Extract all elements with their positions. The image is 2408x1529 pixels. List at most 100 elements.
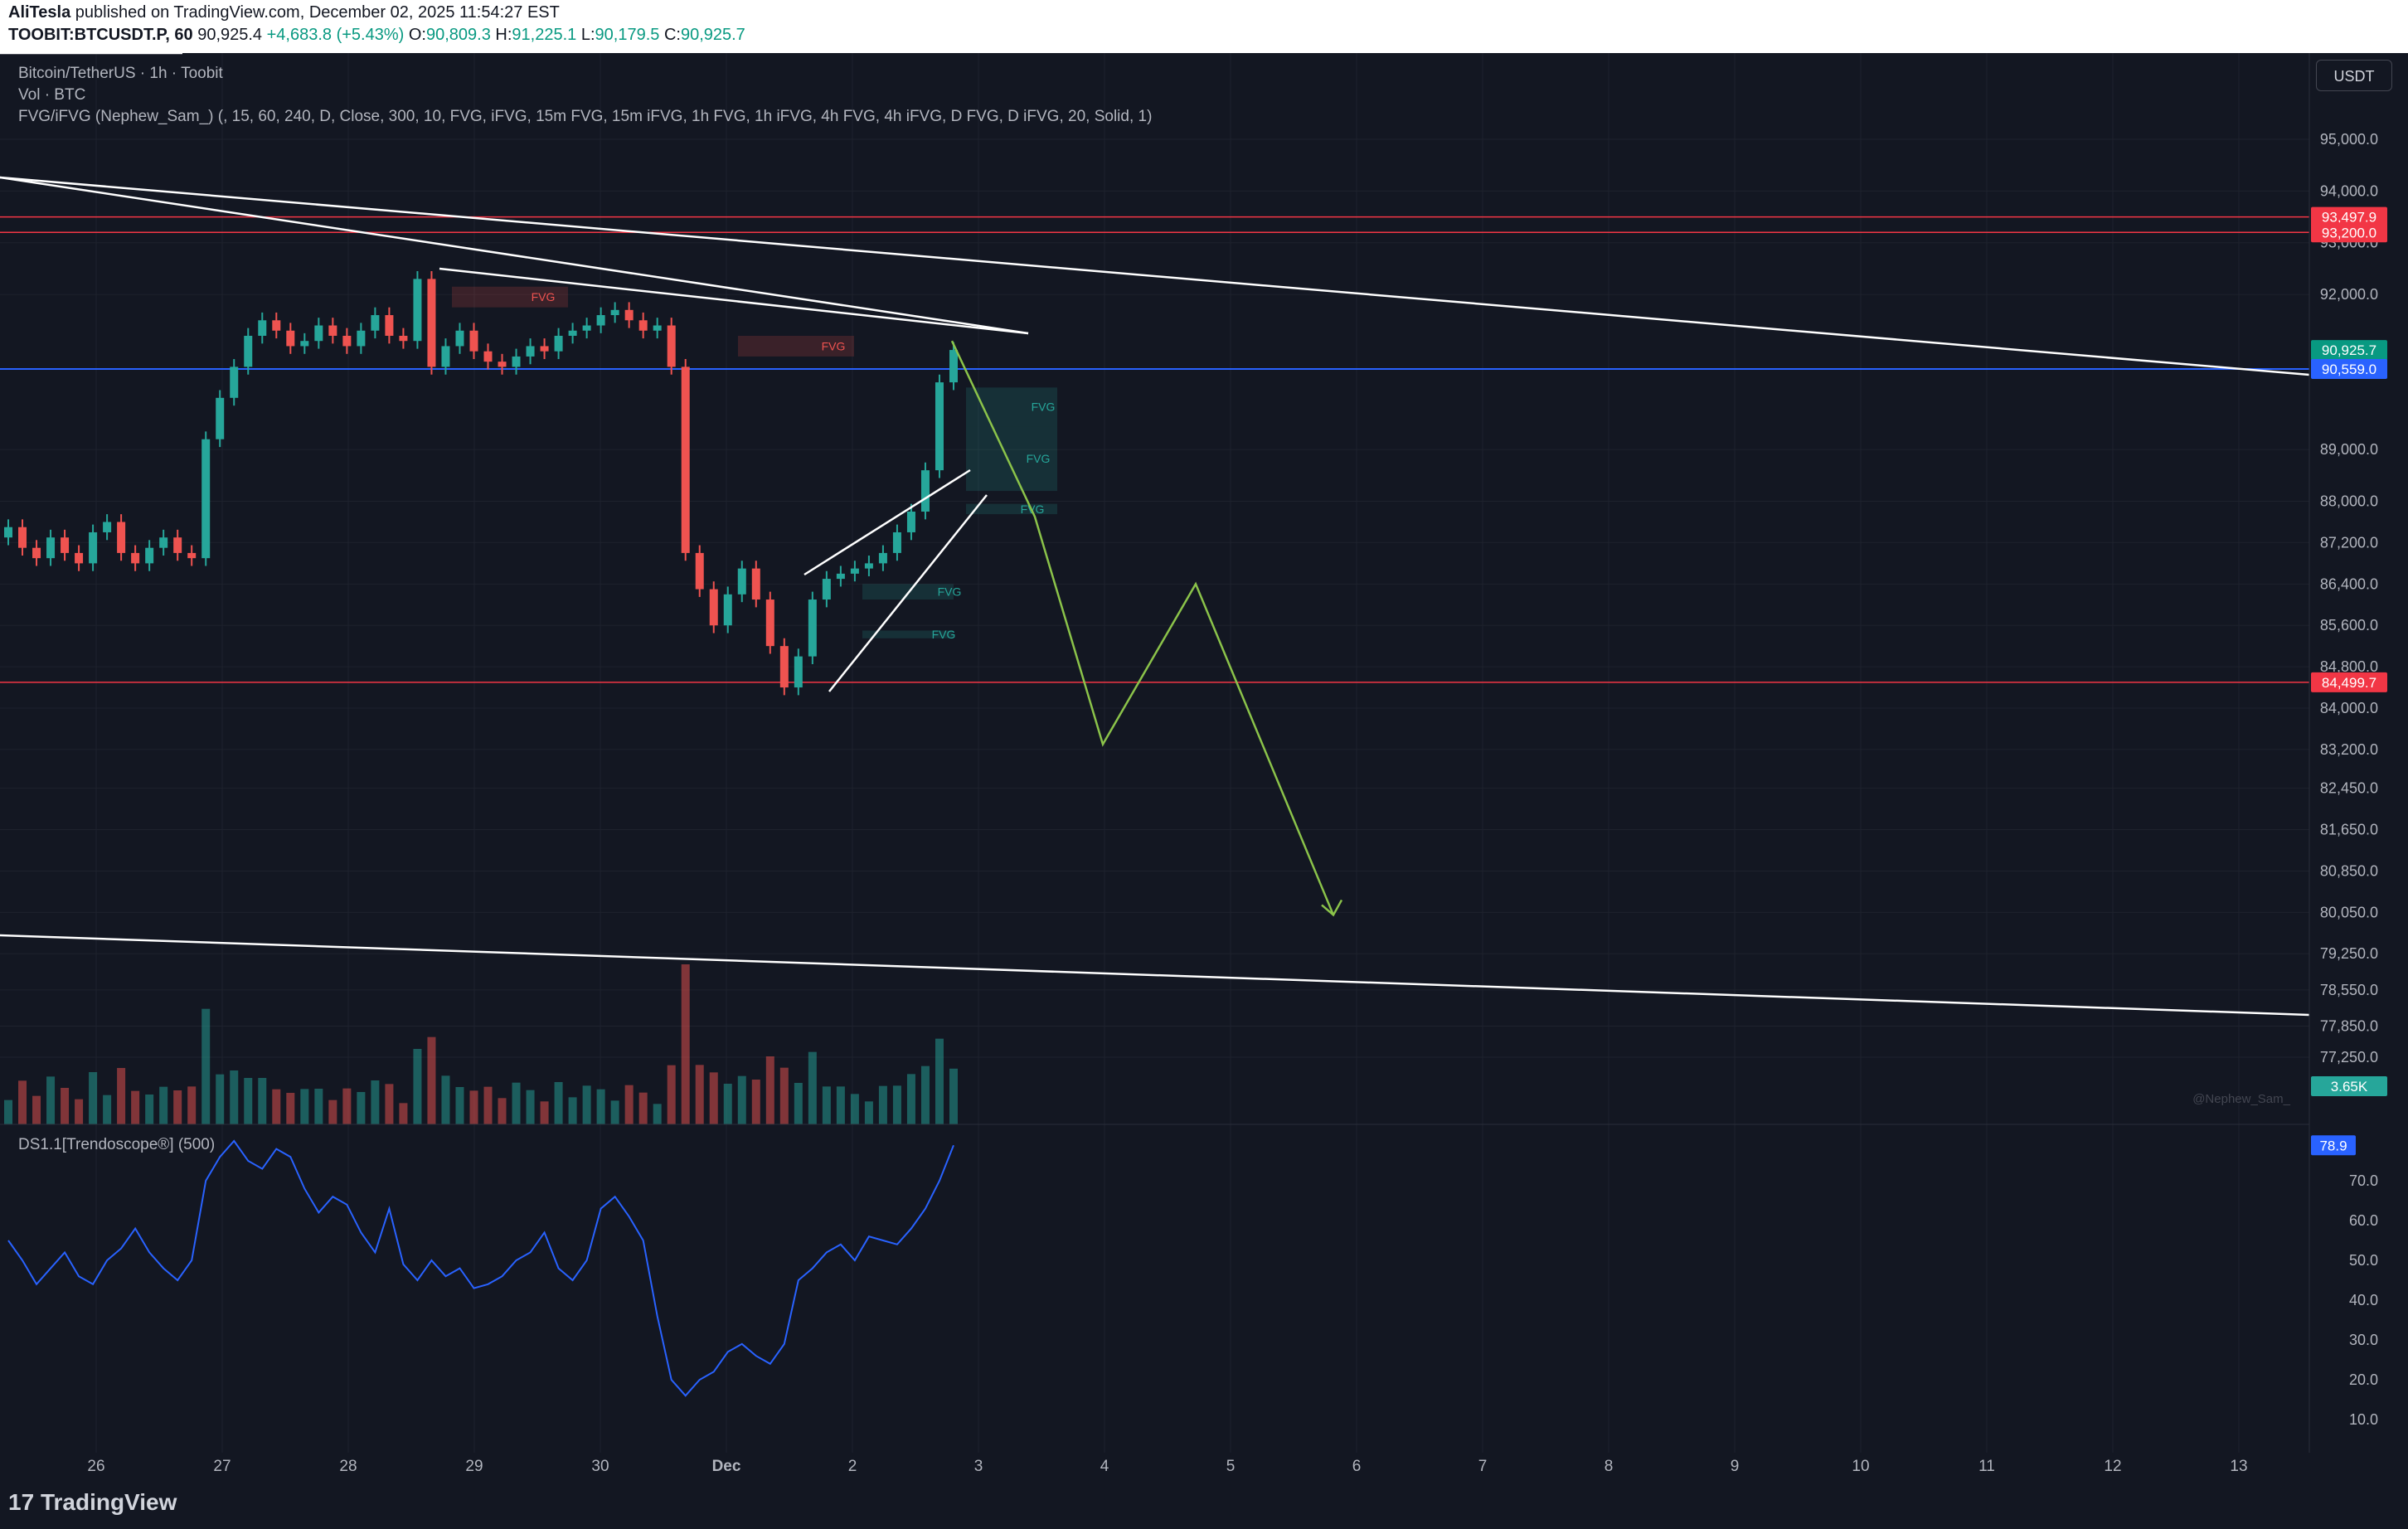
candle-body [498,362,507,367]
volume-bar [779,1067,789,1124]
chart-area[interactable]: FVG FVG FVG FVG FVG FVG FVG 26 27 28 29 30 Dec 2 3 4 5 6… [0,51,2408,1476]
candle-body [159,537,168,548]
volume-bar [103,1095,112,1124]
price-label-box [2311,1076,2387,1096]
oscillator-legend[interactable]: DS1.1[Trendoscope®] (500) [18,1136,216,1153]
candle-body [949,350,958,383]
candle-body [173,537,182,553]
oscillator-tick-label: 10.0 [2349,1411,2378,1428]
volume-bar [75,1099,84,1124]
author-name[interactable]: AliTesla [8,3,71,22]
candle-body [117,522,126,553]
fvg-indicator-legend[interactable]: FVG/iFVG (Nephew_Sam_) (, 15, 60, 240, D… [18,108,1153,125]
fvg-label: FVG [1032,400,1056,414]
trendline [439,267,1029,335]
volume-bar [878,1085,887,1124]
x-tick-label: 27 [213,1458,231,1475]
candle-body [709,589,718,626]
price-chart[interactable]: FVG FVG FVG FVG FVG FVG FVG 26 27 28 29 30 Dec 2 3 4 5 6… [0,51,2408,1476]
brand-name: TradingView [40,1489,177,1515]
candle-body [258,320,267,336]
price-label: 90,925.7 [2322,342,2376,358]
volume-legend[interactable]: Vol · BTC [18,86,86,104]
trendlines [0,51,2310,1017]
volume-bar [314,1089,323,1124]
volume-bar [864,1101,873,1124]
volume-bar [357,1092,366,1124]
x-tick-label: 13 [2230,1458,2247,1475]
candle-body [638,320,648,331]
volume-bar [469,1090,478,1124]
y-tick-label: 80,850.0 [2320,862,2378,879]
candles [4,271,958,696]
volume-bar [695,1065,704,1124]
price-change: +4,683.8 (+5.43%) [266,26,405,44]
low-label: L: [580,26,595,44]
chart-title[interactable]: Bitcoin/TetherUS · 1h · Toobit [18,65,223,82]
volume-bar [61,1088,70,1124]
price-label: 84,499.7 [2322,675,2376,691]
volume-bar [892,1085,901,1124]
x-tick-label: 9 [1731,1458,1740,1475]
x-tick-label: 11 [1978,1458,1995,1475]
volume-bar [723,1084,732,1124]
volume-bar [230,1070,239,1124]
candle-body [737,568,746,595]
trendline [803,468,971,576]
candle-body [483,351,493,362]
horizontal-levels [0,216,2309,683]
y-tick-label: 94,000.0 [2320,182,2378,199]
symbol: TOOBIT:BTCUSDT.P, 60 [8,26,193,44]
y-tick-label: 92,000.0 [2320,286,2378,303]
fvg-zone [452,286,568,308]
volume-bar [751,1080,760,1124]
x-tick-label: 28 [339,1458,357,1475]
volume-bar [455,1087,464,1124]
y-tick-label: 77,850.0 [2320,1018,2378,1035]
price-label-box [2311,206,2387,227]
volume-bar [920,1065,930,1124]
volume-bar [582,1085,591,1124]
volume-bar [18,1080,27,1124]
fvg-zone [966,387,1057,427]
candle-body [455,330,464,347]
fvg-label: FVG [1021,502,1045,516]
currency-button[interactable]: USDT [2316,60,2392,91]
oscillator-tick-label: 30.0 [2349,1332,2378,1348]
volume-bar [568,1097,577,1124]
volume-bar [638,1092,648,1124]
volume-bar [512,1082,521,1124]
volume-bar [949,1068,958,1124]
candle-body [850,568,859,574]
candle-body [75,552,84,564]
fvg-zone [862,630,954,638]
volume-bar [300,1089,309,1124]
tradingview-logo[interactable]: 17 TradingView [8,1489,177,1516]
publish-info: AliTesla published on TradingView.com, D… [8,3,560,22]
fvg-zone [738,335,854,357]
candle-body [385,315,394,336]
candle-body [314,325,323,342]
candle-body [512,356,521,367]
volume-bar [808,1051,817,1124]
candle-body [357,330,366,347]
oscillator-tick-label: 60.0 [2349,1212,2378,1229]
publish-date: published on TradingView.com, December 0… [75,3,560,22]
open-label: O: [408,26,426,44]
volume-bar [342,1088,352,1124]
fvg-label: FVG [532,290,556,303]
candle-body [892,532,901,553]
volume-bar [526,1090,535,1124]
volume-bar [32,1095,41,1124]
volume-bar [483,1086,493,1124]
volume-bar [709,1072,718,1124]
oscillator-pane [7,1139,954,1397]
high-label: H: [495,26,512,44]
volume-bar [258,1078,267,1124]
volume-bar [385,1084,394,1124]
volume-bar [794,1083,803,1124]
candle-body [61,537,70,553]
x-tick-label: 12 [2104,1458,2121,1475]
trendline [0,934,2310,1017]
candle-body [342,335,352,347]
